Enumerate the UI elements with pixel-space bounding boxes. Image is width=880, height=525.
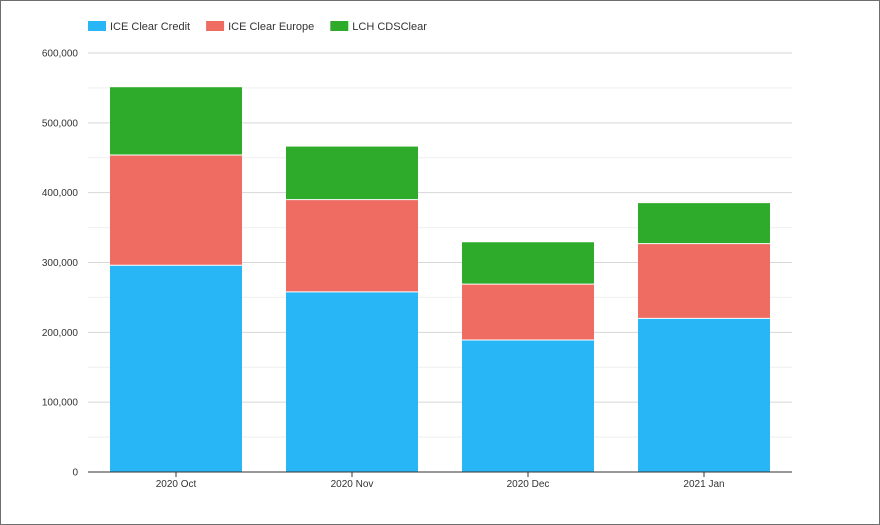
bar-segment[interactable] [462, 284, 594, 341]
bar-segment[interactable] [638, 318, 770, 472]
legend-label: ICE Clear Europe [228, 21, 314, 33]
bar-segment[interactable] [462, 340, 594, 472]
axes-group: 0 100,000 200,000 300,000 400,000 500,000 600,… [42, 49, 792, 490]
bar-segment[interactable] [110, 154, 242, 266]
y-tick-label: 400,000 [42, 188, 79, 199]
y-tick-label: 100,000 [42, 398, 79, 409]
bar-segment[interactable] [638, 203, 770, 244]
bars-group [110, 87, 770, 472]
y-tick-label: 200,000 [42, 328, 79, 339]
bar-segment[interactable] [286, 146, 418, 200]
y-tick-label: 300,000 [42, 258, 79, 269]
legend-label: LCH CDSClear [352, 21, 427, 33]
bar-segment[interactable] [286, 291, 418, 472]
y-tick-label: 500,000 [42, 118, 79, 129]
bar-segment[interactable] [110, 87, 242, 155]
x-tick-label: 2020 Nov [331, 479, 374, 490]
x-tick-label: 2020 Dec [507, 479, 550, 490]
legend: ICE Clear Credit ICE Clear Europe LCH CDSC… [88, 21, 427, 33]
y-tick-label: 600,000 [42, 49, 79, 60]
x-tick-label: 2021 Jan [683, 479, 724, 490]
bar-segment[interactable] [110, 265, 242, 472]
legend-swatch [330, 21, 349, 31]
bar-segment[interactable] [286, 199, 418, 292]
bar-segment[interactable] [638, 243, 770, 319]
y-tick-label: 0 [72, 468, 78, 479]
x-tick-label: 2020 Oct [156, 479, 197, 490]
legend-swatch [206, 21, 225, 31]
legend-label: ICE Clear Credit [110, 21, 190, 33]
bar-segment[interactable] [462, 242, 594, 285]
legend-swatch [88, 21, 106, 31]
